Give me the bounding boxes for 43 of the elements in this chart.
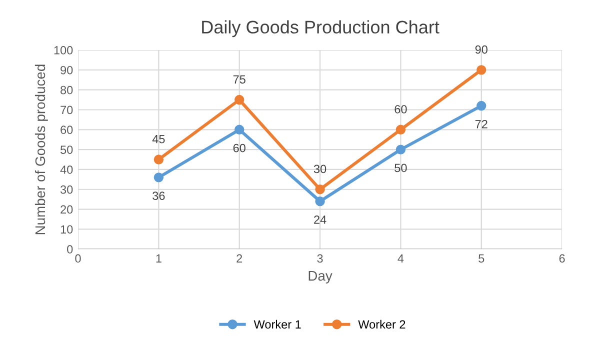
y-tick-label: 30 bbox=[60, 185, 73, 194]
point bbox=[315, 196, 325, 206]
x-tick-label: 4 bbox=[398, 254, 404, 263]
point bbox=[234, 124, 244, 135]
point bbox=[476, 100, 486, 111]
y-tick-label: 70 bbox=[60, 106, 73, 114]
x-tick-label: 0 bbox=[75, 254, 81, 263]
data-label: 75 bbox=[233, 75, 246, 84]
y-tick-label: 40 bbox=[60, 166, 73, 174]
point bbox=[396, 124, 406, 135]
legend-label: Worker 2 bbox=[358, 320, 406, 329]
y-axis-title: Number of Goods produced bbox=[34, 64, 48, 234]
y-tick-label: 100 bbox=[54, 46, 73, 54]
y-tick-label: 50 bbox=[60, 146, 73, 154]
data-label: 72 bbox=[475, 120, 488, 128]
y-tick-label: 90 bbox=[60, 66, 73, 74]
y-tick-label: 10 bbox=[60, 225, 73, 234]
x-tick-label: 5 bbox=[478, 254, 484, 263]
data-label: 50 bbox=[394, 164, 407, 172]
data-label: 36 bbox=[152, 192, 165, 200]
data-label: 24 bbox=[314, 216, 326, 224]
x-tick-label: 6 bbox=[559, 254, 565, 263]
y-tick-label: 80 bbox=[60, 86, 73, 94]
chart-title: Daily Goods Production Chart bbox=[202, 20, 440, 38]
point bbox=[234, 94, 244, 105]
x-tick-label: 3 bbox=[317, 254, 323, 263]
point bbox=[476, 65, 486, 75]
data-label: 60 bbox=[233, 144, 246, 152]
data-label: 30 bbox=[314, 164, 326, 174]
data-label: 60 bbox=[394, 105, 407, 114]
legend-label: Worker 1 bbox=[254, 320, 301, 329]
x-axis-title: Day bbox=[308, 271, 332, 284]
x-tick-label: 1 bbox=[156, 254, 162, 263]
data-label: 90 bbox=[475, 45, 488, 54]
point bbox=[154, 172, 164, 182]
point bbox=[315, 184, 325, 194]
point bbox=[396, 144, 406, 154]
y-tick-label: 0 bbox=[67, 245, 73, 254]
y-tick-label: 20 bbox=[60, 205, 73, 214]
x-tick-label: 2 bbox=[236, 254, 242, 263]
y-tick-label: 60 bbox=[60, 126, 73, 134]
data-label: 45 bbox=[152, 135, 165, 144]
point bbox=[154, 154, 164, 164]
